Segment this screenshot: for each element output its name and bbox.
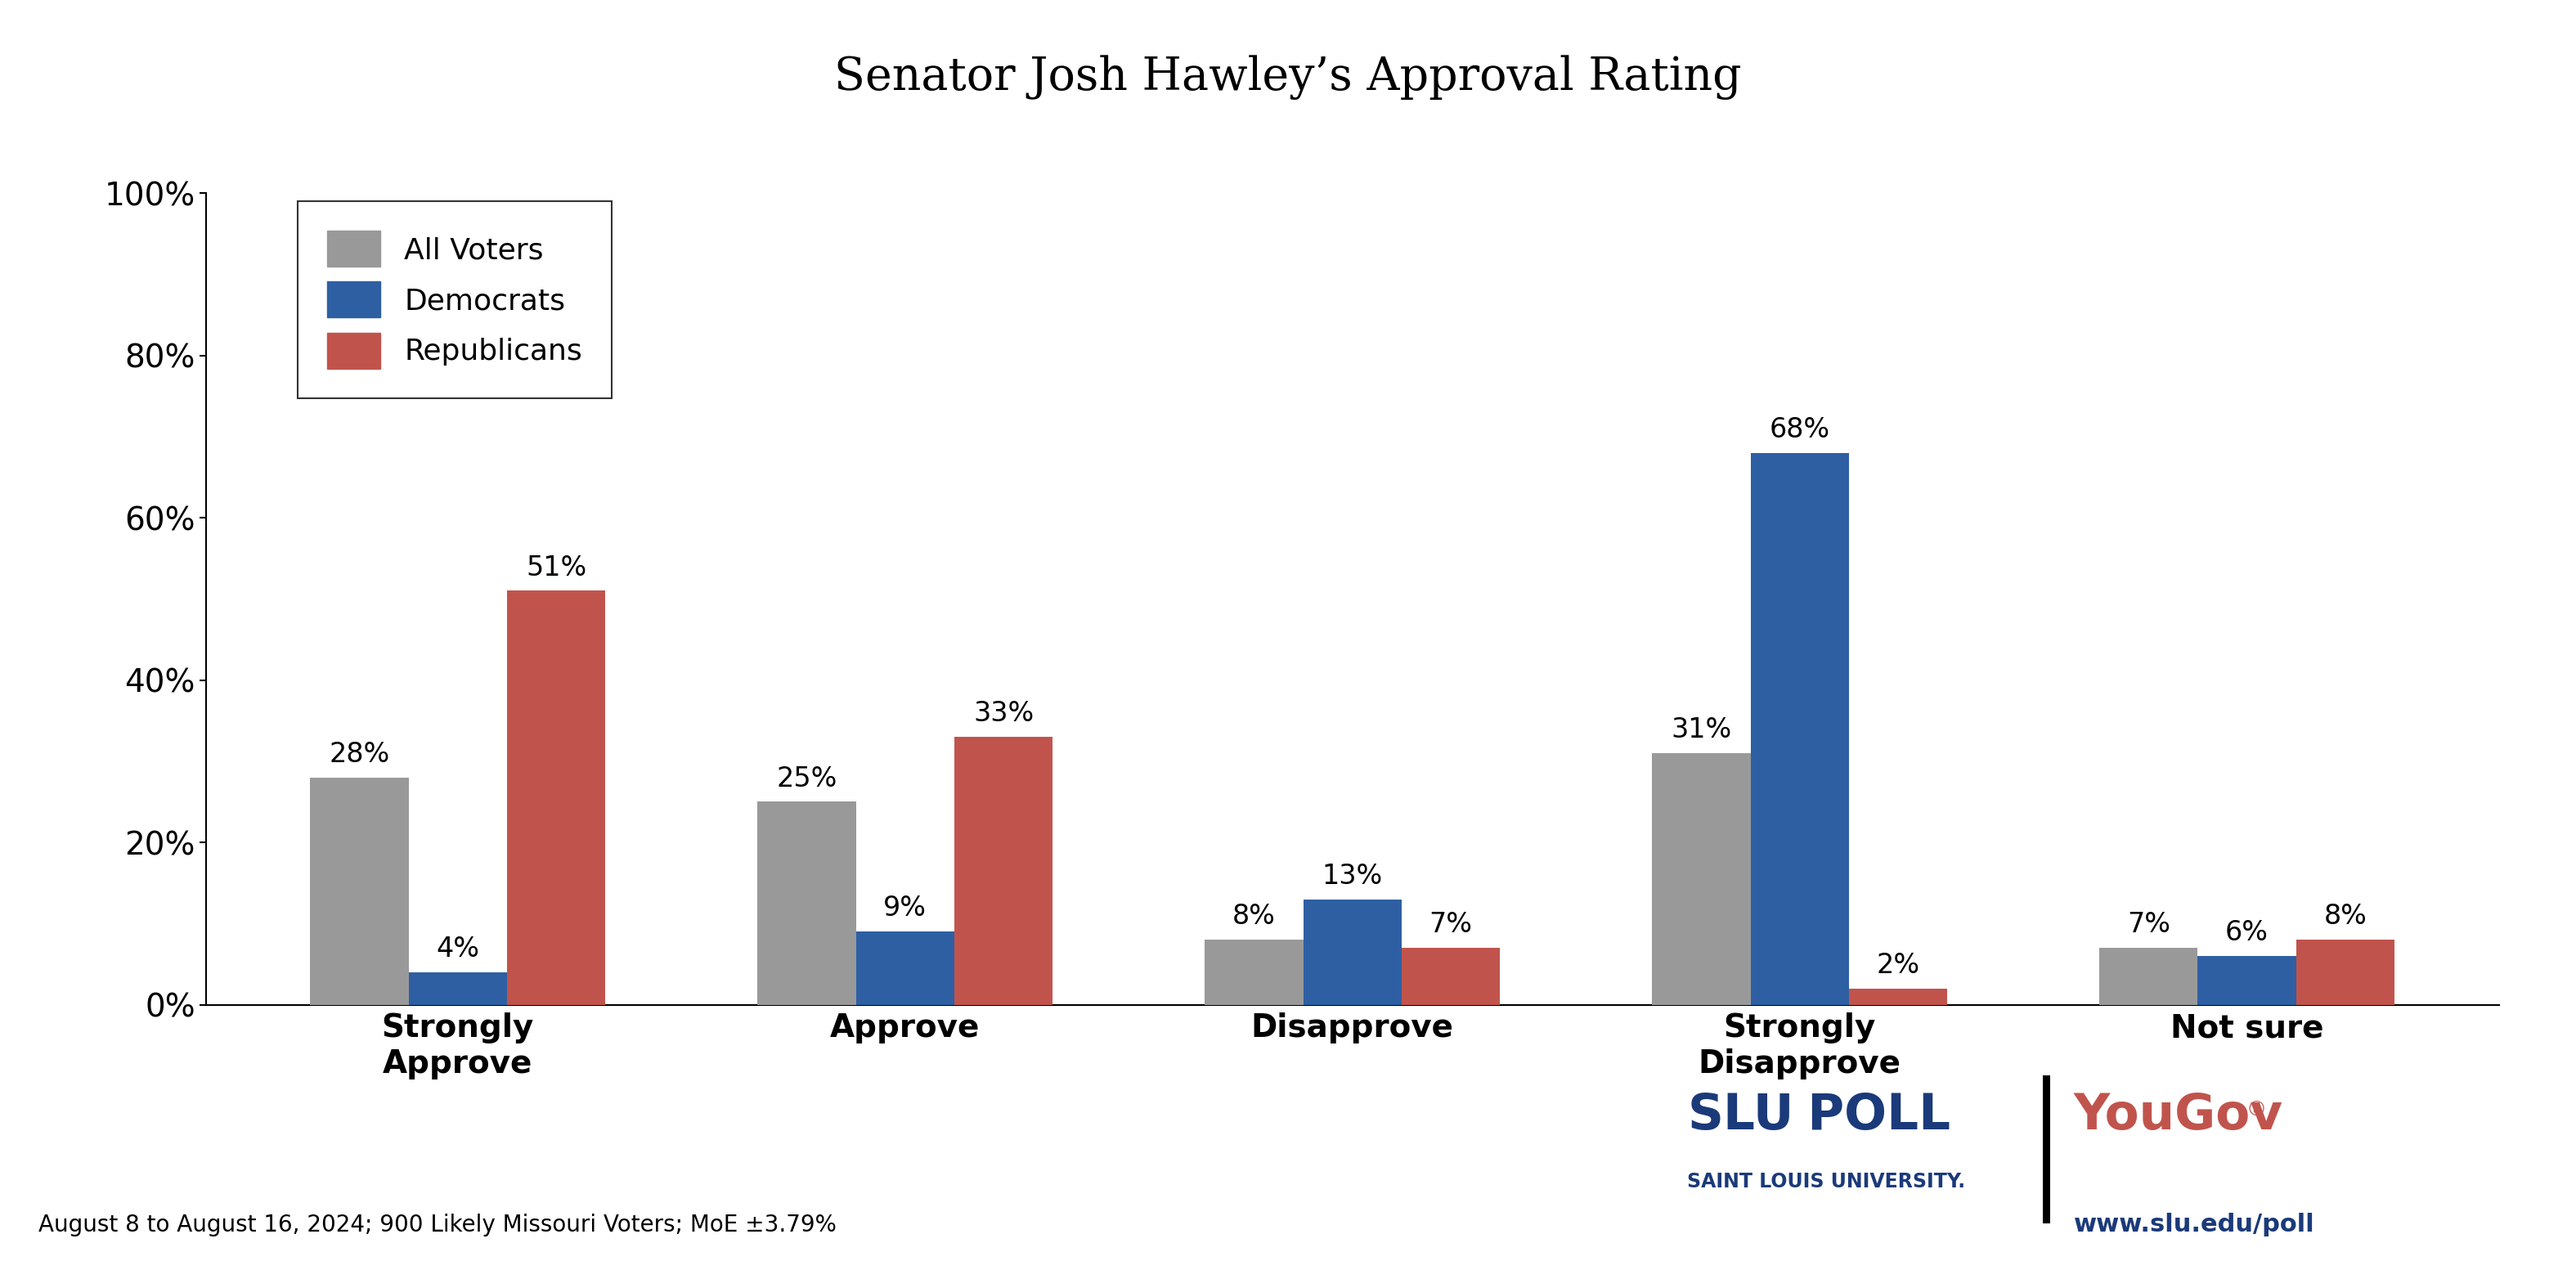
Text: 51%: 51% — [526, 554, 587, 581]
Bar — [2197, 956, 2295, 1005]
Bar — [953, 737, 1054, 1005]
Text: 33%: 33% — [974, 701, 1033, 728]
Text: www.slu.edu/poll: www.slu.edu/poll — [2074, 1213, 2316, 1236]
Text: ®: ® — [2246, 1101, 2267, 1121]
Text: 28%: 28% — [330, 741, 389, 768]
Bar — [2099, 948, 2197, 1005]
Text: 8%: 8% — [1231, 903, 1275, 930]
Text: 13%: 13% — [1321, 863, 1383, 890]
Text: Senator Josh Hawley’s Approval Rating: Senator Josh Hawley’s Approval Rating — [835, 55, 1741, 99]
Bar — [309, 778, 410, 1005]
Legend: All Voters, Democrats, Republicans: All Voters, Democrats, Republicans — [299, 201, 611, 398]
Text: 6%: 6% — [2226, 920, 2269, 947]
Text: 31%: 31% — [1672, 716, 1731, 743]
Text: 4%: 4% — [435, 935, 479, 962]
Text: 25%: 25% — [775, 765, 837, 792]
Bar — [507, 591, 605, 1005]
Text: 8%: 8% — [2324, 903, 2367, 930]
Text: SAINT LOUIS UNIVERSITY.: SAINT LOUIS UNIVERSITY. — [1687, 1172, 1965, 1191]
Bar — [855, 931, 953, 1005]
Text: 2%: 2% — [1875, 952, 1919, 979]
Text: 7%: 7% — [2128, 911, 2169, 938]
Text: 9%: 9% — [884, 895, 927, 922]
Bar — [757, 801, 855, 1005]
Text: SLU: SLU — [1687, 1092, 1793, 1140]
Bar — [1401, 948, 1499, 1005]
Text: August 8 to August 16, 2024; 900 Likely Missouri Voters; MoE ±3.79%: August 8 to August 16, 2024; 900 Likely … — [39, 1213, 837, 1236]
Bar — [1752, 453, 1850, 1005]
Text: 68%: 68% — [1770, 416, 1829, 443]
Text: 7%: 7% — [1430, 911, 1473, 938]
Bar — [1206, 940, 1303, 1005]
Bar — [1850, 988, 1947, 1005]
Text: YouGov: YouGov — [2074, 1092, 2282, 1140]
Bar — [1303, 899, 1401, 1005]
Bar — [410, 972, 507, 1005]
Bar — [2295, 940, 2396, 1005]
Bar — [1651, 753, 1752, 1005]
Text: POLL: POLL — [1790, 1092, 1950, 1140]
